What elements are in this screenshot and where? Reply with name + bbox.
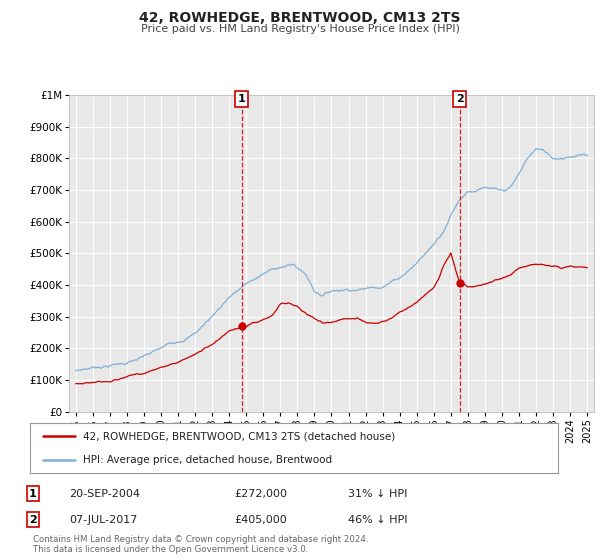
Text: 2: 2 <box>29 515 37 525</box>
Text: £272,000: £272,000 <box>234 489 287 499</box>
Text: 20-SEP-2004: 20-SEP-2004 <box>69 489 140 499</box>
Text: 2: 2 <box>455 94 463 104</box>
Text: 46% ↓ HPI: 46% ↓ HPI <box>348 515 407 525</box>
Text: 07-JUL-2017: 07-JUL-2017 <box>69 515 137 525</box>
Text: 42, ROWHEDGE, BRENTWOOD, CM13 2TS (detached house): 42, ROWHEDGE, BRENTWOOD, CM13 2TS (detac… <box>83 431 395 441</box>
Text: £405,000: £405,000 <box>234 515 287 525</box>
Text: HPI: Average price, detached house, Brentwood: HPI: Average price, detached house, Bren… <box>83 455 332 465</box>
Text: 1: 1 <box>238 94 245 104</box>
Text: 31% ↓ HPI: 31% ↓ HPI <box>348 489 407 499</box>
Text: Price paid vs. HM Land Registry's House Price Index (HPI): Price paid vs. HM Land Registry's House … <box>140 24 460 34</box>
Text: 42, ROWHEDGE, BRENTWOOD, CM13 2TS: 42, ROWHEDGE, BRENTWOOD, CM13 2TS <box>139 11 461 25</box>
Text: 1: 1 <box>29 489 37 499</box>
Text: Contains HM Land Registry data © Crown copyright and database right 2024.
This d: Contains HM Land Registry data © Crown c… <box>33 535 368 554</box>
